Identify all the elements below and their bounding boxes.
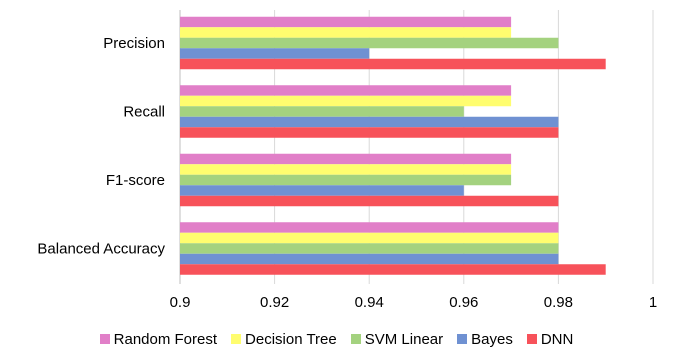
category-label: Recall <box>123 104 165 121</box>
bar-decision-tree <box>180 232 559 244</box>
x-tick-label: 1 <box>649 294 657 311</box>
legend-swatch <box>457 334 468 344</box>
category-labels: Precision Recall F1-score Balanced Accuracy <box>37 35 165 258</box>
legend-label: Decision Tree <box>245 330 337 348</box>
legend-item: DNN <box>526 330 574 348</box>
legend-swatch <box>350 334 361 344</box>
bars <box>180 16 606 275</box>
x-tick-label: 0.98 <box>544 294 573 311</box>
legend-swatch <box>231 334 242 344</box>
legend-item: SVM Linear <box>350 330 444 348</box>
bar-bayes <box>180 48 370 59</box>
bar-bayes <box>180 116 559 128</box>
bar-decision-tree <box>180 164 512 175</box>
bar-random-forest <box>180 153 512 165</box>
bar-dnn <box>180 195 559 207</box>
legend-label: SVM Linear <box>364 330 444 348</box>
legend-label: DNN <box>540 330 574 348</box>
bar-svm-linear <box>180 243 559 254</box>
legend-swatch <box>526 334 537 344</box>
category-label: Precision <box>103 35 165 52</box>
category-label: Balanced Accuracy <box>37 241 165 258</box>
bar-decision-tree <box>180 95 512 107</box>
legend: Random Forest Decision Tree SVM Linear Baye… <box>0 329 673 349</box>
bar-random-forest <box>180 222 559 233</box>
bar-bayes <box>180 185 464 196</box>
bar-decision-tree <box>180 27 512 38</box>
bar-dnn <box>180 264 606 275</box>
bar-svm-linear <box>180 106 464 117</box>
bar-bayes <box>180 253 559 265</box>
bar-random-forest <box>180 16 512 28</box>
bar-dnn <box>180 127 559 138</box>
x-tick-label: 0.9 <box>170 294 191 311</box>
legend-item: Decision Tree <box>231 331 337 348</box>
legend-swatch <box>99 334 110 344</box>
x-tick-label: 0.92 <box>260 294 289 311</box>
x-tick-label: 0.96 <box>449 294 478 311</box>
bar-svm-linear <box>180 174 512 186</box>
legend-label: Random Forest <box>113 330 218 348</box>
bar-svm-linear <box>180 37 559 49</box>
category-label: F1-score <box>106 172 165 189</box>
x-tick-labels: 0.9 0.92 0.94 0.96 0.98 1 <box>170 294 658 311</box>
x-tick-label: 0.94 <box>355 294 384 311</box>
legend-label: Bayes <box>471 330 513 348</box>
bar-random-forest <box>180 85 512 96</box>
legend-item: Random Forest <box>99 330 218 348</box>
legend-item: Bayes <box>457 331 513 348</box>
bar-dnn <box>180 58 606 70</box>
